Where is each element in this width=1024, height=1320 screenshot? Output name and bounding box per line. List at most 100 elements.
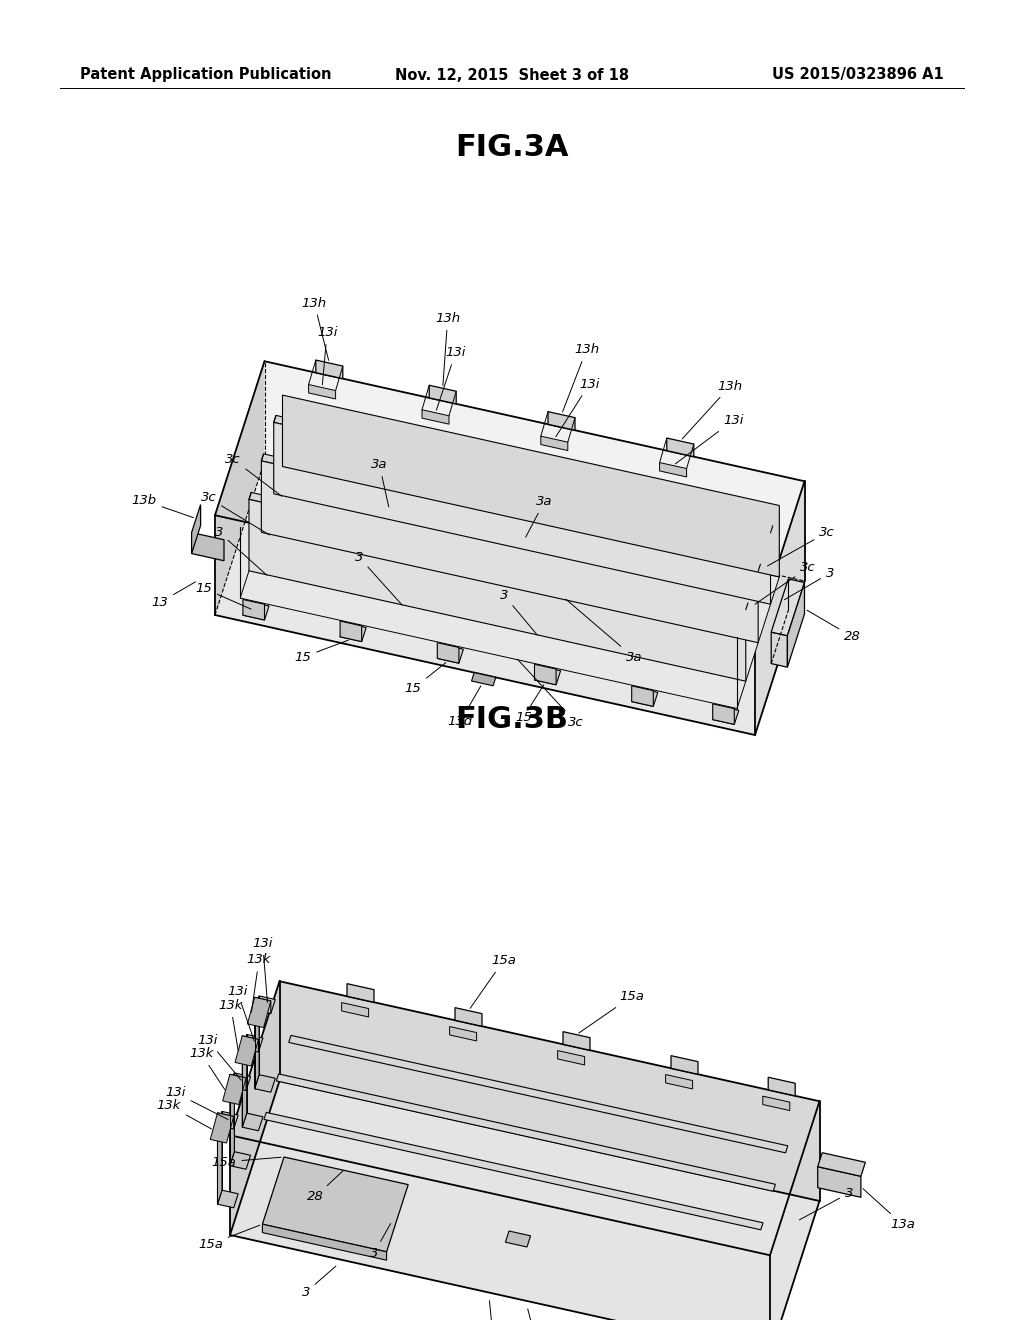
Polygon shape (229, 1151, 251, 1170)
Polygon shape (771, 632, 787, 667)
Polygon shape (261, 454, 761, 572)
Polygon shape (548, 412, 575, 430)
Polygon shape (342, 1003, 369, 1016)
Text: 13k: 13k (218, 999, 243, 1051)
Polygon shape (262, 1224, 387, 1261)
Text: 3: 3 (527, 1309, 542, 1320)
Text: 28: 28 (307, 1171, 343, 1204)
Polygon shape (308, 384, 336, 399)
Polygon shape (243, 599, 264, 620)
Polygon shape (249, 499, 745, 681)
Polygon shape (241, 466, 779, 709)
Polygon shape (243, 1113, 263, 1131)
Polygon shape (273, 422, 770, 605)
Polygon shape (755, 482, 805, 735)
Text: 3: 3 (215, 525, 267, 576)
Text: 3c: 3c (755, 561, 815, 605)
Polygon shape (713, 704, 734, 725)
Polygon shape (437, 643, 459, 663)
Polygon shape (666, 1074, 692, 1089)
Polygon shape (563, 1032, 590, 1051)
Polygon shape (210, 1113, 233, 1143)
Polygon shape (347, 983, 374, 1002)
Polygon shape (255, 998, 270, 1014)
Polygon shape (249, 492, 748, 610)
Polygon shape (671, 1056, 698, 1074)
Text: 13h: 13h (435, 312, 460, 385)
Polygon shape (558, 1051, 585, 1065)
Polygon shape (315, 360, 343, 379)
Text: 13i: 13i (227, 985, 254, 1041)
Text: FIG.3B: FIG.3B (456, 705, 568, 734)
Text: US 2015/0323896 A1: US 2015/0323896 A1 (772, 67, 944, 82)
Text: 3: 3 (800, 1187, 853, 1220)
Text: Nov. 12, 2015  Sheet 3 of 18: Nov. 12, 2015 Sheet 3 of 18 (395, 67, 629, 82)
Polygon shape (818, 1167, 861, 1197)
Polygon shape (273, 416, 773, 533)
Text: 13i: 13i (436, 346, 466, 411)
Polygon shape (713, 706, 738, 725)
Polygon shape (340, 620, 361, 642)
Text: 15: 15 (295, 640, 348, 664)
Polygon shape (230, 1135, 770, 1320)
Polygon shape (217, 1113, 233, 1129)
Text: 3c: 3c (768, 525, 835, 566)
Text: 15a: 15a (198, 1225, 260, 1251)
Text: 3: 3 (370, 1224, 390, 1259)
Polygon shape (217, 1111, 239, 1129)
Polygon shape (243, 601, 269, 620)
Polygon shape (768, 1077, 796, 1096)
Polygon shape (535, 664, 556, 685)
Polygon shape (632, 686, 653, 706)
Text: 13k: 13k (247, 953, 271, 1012)
Text: 15a: 15a (470, 954, 516, 1008)
Text: 28: 28 (807, 610, 861, 643)
Polygon shape (255, 995, 259, 1089)
Text: FIG.3A: FIG.3A (456, 133, 568, 162)
Text: 13h: 13h (562, 343, 599, 412)
Polygon shape (276, 1074, 775, 1191)
Polygon shape (255, 1074, 275, 1092)
Text: 15: 15 (515, 685, 544, 723)
Polygon shape (229, 1073, 234, 1166)
Polygon shape (248, 998, 270, 1027)
Polygon shape (261, 461, 758, 643)
Polygon shape (191, 504, 201, 553)
Text: 3: 3 (354, 550, 402, 605)
Text: 13h: 13h (682, 380, 742, 440)
Polygon shape (191, 532, 224, 561)
Polygon shape (667, 438, 694, 457)
Polygon shape (243, 1035, 247, 1127)
Text: 13d: 13d (447, 686, 481, 727)
Polygon shape (541, 436, 567, 450)
Polygon shape (217, 1111, 222, 1204)
Text: 13k: 13k (157, 1098, 212, 1129)
Text: 13k: 13k (189, 1047, 224, 1089)
Polygon shape (243, 1035, 263, 1052)
Text: 13i: 13i (198, 1034, 241, 1080)
Polygon shape (262, 1158, 409, 1251)
Text: 13i: 13i (675, 414, 743, 463)
Text: 13i: 13i (165, 1086, 228, 1119)
Text: 15a: 15a (579, 990, 644, 1034)
Polygon shape (264, 1113, 763, 1230)
Polygon shape (437, 644, 464, 663)
Text: 3a: 3a (525, 495, 553, 537)
Polygon shape (229, 1073, 251, 1090)
Polygon shape (283, 395, 779, 577)
Polygon shape (289, 1035, 787, 1152)
Polygon shape (763, 1096, 790, 1110)
Polygon shape (230, 981, 819, 1255)
Polygon shape (230, 1081, 819, 1320)
Text: 3a: 3a (566, 599, 642, 664)
Text: 3a: 3a (371, 458, 389, 507)
Text: 13i: 13i (316, 326, 337, 385)
Polygon shape (535, 667, 560, 685)
Polygon shape (455, 1007, 482, 1026)
Polygon shape (632, 688, 657, 706)
Text: 3c: 3c (225, 453, 282, 496)
Polygon shape (471, 673, 496, 686)
Polygon shape (243, 1036, 258, 1052)
Polygon shape (450, 1027, 476, 1041)
Text: 13i: 13i (556, 378, 599, 437)
